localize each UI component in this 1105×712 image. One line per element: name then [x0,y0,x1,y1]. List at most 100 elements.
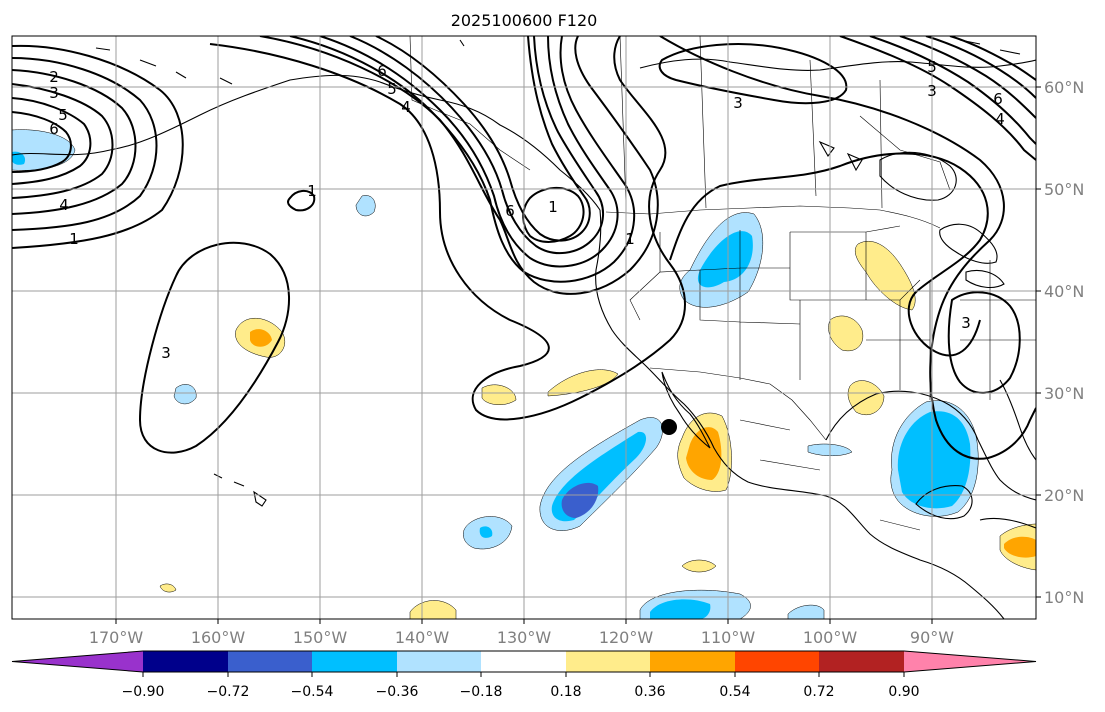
colorbar-segment [312,651,397,672]
contour-label: 3 [927,82,937,100]
shade-small-yellow2 [159,583,177,593]
colorbar-tick-label: 0.18 [550,684,581,700]
contour-pacific-loop [287,190,316,212]
contours [12,36,1036,460]
colorbar-segment [904,651,1036,672]
contour-trough-4 [349,36,604,255]
shade-gulf-cyan [897,411,971,509]
contour-north-loop [658,43,848,105]
lon-tick-label: 130°W [497,628,552,647]
lat-tick-label: 40°N [1044,282,1084,301]
lat-tick-label: 30°N [1044,384,1084,403]
contour-label: 5 [927,58,937,76]
lon-tick-label: 160°W [191,628,246,647]
coast-gulf [825,390,1036,501]
contour-label: 1 [548,198,558,216]
contour-label: 2 [49,68,59,86]
contour-alaska-3 [12,69,137,215]
contour-label: 1 [69,230,79,248]
political-borders [409,36,1036,531]
colorbar-segment [397,651,481,672]
contour-alaska-4 [12,83,114,199]
lat-tick-label: 20°N [1044,486,1084,505]
coast-great-lakes [939,223,1005,289]
colorbar-tick-label: −0.90 [122,684,165,700]
colorbar-segment [12,651,143,672]
lat-tick-label: 50°N [1044,180,1084,199]
shade-south-blue2 [787,604,825,619]
figure-title: 2025100600 F120 [451,11,598,30]
border-us-states [629,225,1036,400]
latitude-axis: 60°N 50°N 40°N 30°N 20°N 10°N [1036,78,1084,607]
shade-caribbean-orange [1004,536,1036,558]
contour-ne-3 [899,36,1036,119]
shade-baja-yellow [547,369,619,397]
lon-tick-label: 170°W [89,628,144,647]
border-mexico-states [739,419,921,531]
contour-ne-5 [949,36,1036,81]
colorbar-segment [735,651,819,672]
shade-small-yellow1 [681,559,717,573]
border-alaska [409,36,531,171]
contour-label: 3 [49,84,59,102]
colorbar-tick-label: 0.72 [803,684,834,700]
colorbar-segment [566,651,650,672]
colorbar-tick-label: 0.90 [888,684,919,700]
contour-ridge-3 [947,291,1021,394]
coast-islands-north [95,39,1021,172]
colorbar-segment [481,651,566,672]
lon-tick-label: 140°W [395,628,450,647]
colorbar-tick-label: 0.54 [719,684,750,700]
colorbar-tick-label: −0.36 [376,684,419,700]
shade-gulf-yellow [847,380,885,416]
contour-label: 4 [59,196,69,214]
contour-label: 5 [58,106,68,124]
colorbar-segment [228,651,312,672]
contour-label: 4 [995,110,1005,128]
contour-label: 6 [505,202,515,220]
contour-alaska-1 [12,44,184,249]
gridlines [12,36,1036,619]
lat-tick-label: 10°N [1044,588,1084,607]
shade-offshore-yellow [481,384,517,405]
contour-label: 6 [993,90,1003,108]
lon-tick-label: 150°W [293,628,348,647]
contour-label: 3 [161,344,171,362]
longitude-axis: 170°W 160°W 150°W 140°W 130°W 120°W 110°W 100°W… [89,619,954,647]
border-us-mexico [649,367,827,441]
lat-tick-label: 60°N [1044,78,1084,97]
contour-ne-1 [839,36,1036,161]
contour-label: 4 [401,98,411,116]
contour-ridge-1 [659,36,1036,460]
lon-tick-label: 100°W [803,628,858,647]
shade-pacific-blob1 [355,195,376,217]
contour-pacific-region [138,241,291,454]
colorbar-tick-label: −0.18 [460,684,503,700]
coast-baja [661,371,711,449]
contour-ne-2 [869,36,1036,145]
station-marker [661,419,677,435]
colorbar-segment [143,651,228,672]
contour-trough-2 [289,36,636,283]
shade-rockies-core [697,231,753,288]
shade-mexico-orange [686,427,722,480]
coast-yucatan [915,485,973,520]
contour-ne-4 [925,36,1036,99]
contour-label: 6 [49,120,59,138]
shade-pacific-blob2 [173,384,197,405]
shade-epac-core [561,482,599,518]
shaded-fields [12,129,1036,619]
contour-ridge-2 [669,152,989,357]
coast-cuba [979,517,1036,529]
colorbar-segment [819,651,904,672]
colorbar-segment [650,651,735,672]
shade-plains-yellow [855,240,916,311]
coast-arctic [639,58,1036,71]
contour-label: 6 [377,62,387,80]
coast-alaska [12,74,601,211]
contour-alaska-6 [12,111,72,173]
shade-south-cyan [650,599,711,619]
contour-trough-3 [319,36,619,268]
